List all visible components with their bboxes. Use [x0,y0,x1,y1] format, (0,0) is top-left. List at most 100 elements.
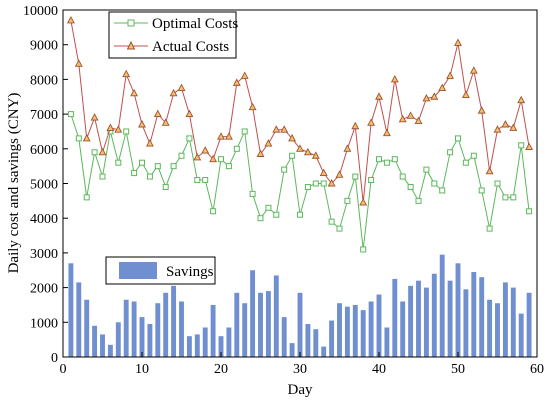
savings-bar [226,327,232,357]
optimal-cost-point [502,194,509,201]
savings-bar [155,303,161,357]
actual-cost-point [66,15,75,24]
actual-cost-point [422,94,431,102]
optimal-cost-point [494,180,501,187]
actual-cost-point [153,109,162,118]
actual-cost-point [161,118,170,126]
actual-cost-point [509,123,518,131]
savings-bar [289,343,295,357]
savings-bar [471,271,477,357]
optimal-cost-point [249,190,256,197]
optimal-cost-point [162,183,169,190]
actual-cost-point [469,66,478,74]
optimal-cost-point [257,215,264,222]
actual-cost-point [382,128,391,137]
actual-cost-point [145,139,154,147]
actual-cost-point [130,88,139,97]
optimal-cost-point [526,208,533,215]
actual-cost-point [248,102,257,111]
savings-bar [408,285,414,357]
savings-bar [171,285,177,357]
actual-cost-point [398,114,407,123]
optimal-cost-point [139,159,145,166]
savings-bar [139,317,145,357]
x-tick-label: 40 [372,362,386,377]
savings-bar [384,327,390,357]
legend-savings-swatch [119,262,157,279]
optimal-cost-point [210,208,217,215]
actual-cost-point [98,147,107,156]
optimal-cost-point [265,204,272,211]
actual-cost-point [256,149,265,157]
savings-bar [115,322,121,357]
savings-bar [400,301,406,357]
optimal-cost-point [510,194,517,201]
actual-cost-point [272,125,281,133]
savings-bar [392,278,398,357]
legend-savings-box [105,256,216,285]
savings-bar [163,292,169,357]
actual-cost-point [351,121,360,130]
y-tick-label: 5000 [30,178,58,193]
savings-bar [368,301,374,357]
actual-cost-point [114,125,123,133]
savings-bar [495,303,500,357]
savings-bar [297,292,303,357]
savings-bar [416,280,421,357]
legend-costs: Optimal Costs Actual Costs [108,11,238,59]
savings-bar [234,292,240,357]
savings-bar [321,346,327,357]
optimal-cost-point [423,166,430,173]
savings-bar [329,320,335,357]
x-tick-label: 20 [214,362,228,377]
savings-bar [376,294,382,357]
savings-bar [305,324,311,357]
savings-bar [250,270,256,357]
y-tick-label: 6000 [30,143,58,158]
savings-bar [360,310,366,357]
actual-cost-point [169,88,178,97]
optimal-cost-point [431,180,438,187]
optimal-cost-point [352,173,359,180]
savings-bars [68,254,532,357]
actual-cost-point [485,166,494,175]
savings-bar [352,304,358,357]
savings-bar [131,301,137,357]
actual-cost-point [367,118,376,126]
optimal-cost-point [447,149,454,156]
savings-bar [526,292,532,357]
actual-cost-point [414,116,423,124]
optimal-cost-point [304,183,311,190]
y-tick-label: 9000 [30,39,58,54]
savings-bar [210,304,216,357]
optimal-cost-point [439,187,446,194]
savings-bar [242,303,248,357]
optimal-cost-point [154,163,161,170]
actual-cost-point [390,74,399,83]
savings-bar [455,263,461,357]
actual-cost-point [280,125,289,133]
optimal-cost-point [99,173,106,180]
x-tick-label: 0 [60,362,67,377]
actual-cost-point [461,90,470,98]
optimal-cost-point [383,159,390,166]
savings-bar [100,334,105,357]
y-tick-label: 7000 [30,108,58,123]
optimal-cost-point [131,170,138,177]
actual-cost-point [406,111,415,119]
actual-cost-point [517,95,526,104]
optimal-cost-point [281,166,288,173]
optimal-cost-point [202,177,209,184]
optimal-cost-point [273,211,280,218]
savings-bar [84,299,90,357]
optimal-cost-point [391,156,398,163]
actual-cost-point [185,109,194,118]
savings-bar [273,275,279,357]
actual-cost-point [240,71,249,79]
optimal-cost-point [376,156,382,163]
savings-bar [107,344,113,357]
actual-cost-point [327,179,336,187]
optimal-cost-point [336,225,343,232]
optimal-cost-point [415,197,422,204]
actual-cost-point [343,144,352,152]
